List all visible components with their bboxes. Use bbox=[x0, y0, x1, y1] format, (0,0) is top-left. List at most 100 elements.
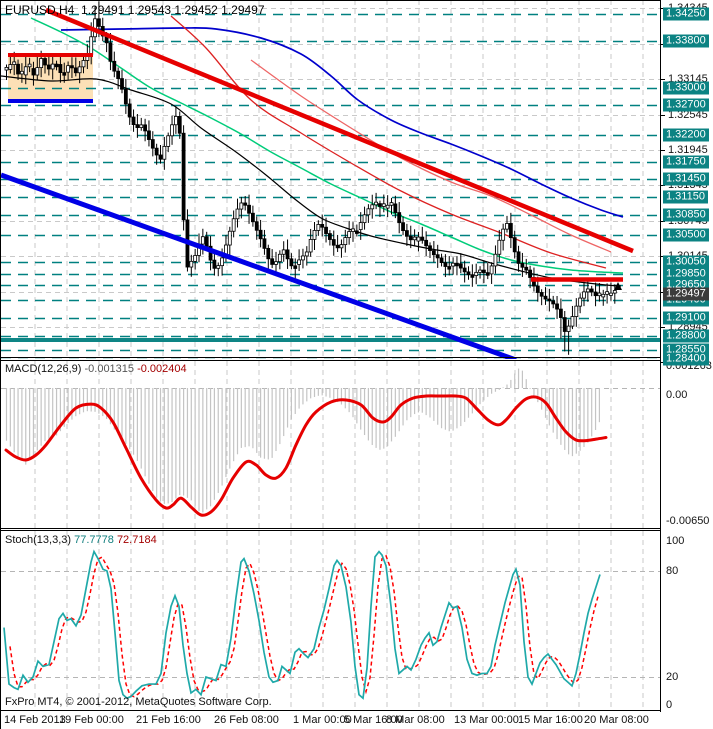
price-level-badge: 1.32200 bbox=[663, 128, 709, 142]
candle-body bbox=[470, 274, 475, 278]
last-bar-arrow bbox=[614, 282, 622, 290]
time-axis-label: 5 Mar 16:00 bbox=[344, 714, 403, 726]
candle-body bbox=[478, 269, 482, 273]
candle-body bbox=[262, 238, 267, 249]
stoch-grid bbox=[1, 531, 660, 710]
candle-body bbox=[243, 202, 248, 206]
candle-body bbox=[493, 253, 498, 267]
time-axis-label: 13 Mar 00:00 bbox=[454, 714, 519, 726]
copyright-text: FxPro MT4, © 2001-2012, MetaQuotes Softw… bbox=[5, 696, 272, 708]
candle-body bbox=[439, 257, 444, 264]
time-axis-label: 20 Mar 08:00 bbox=[584, 714, 649, 726]
ma-black bbox=[1, 75, 622, 287]
time-axis-label: 8 Mar 08:00 bbox=[386, 714, 445, 726]
candle-body bbox=[585, 288, 590, 293]
candle-body bbox=[89, 36, 94, 56]
candle-body bbox=[481, 269, 486, 274]
candle-body bbox=[339, 244, 344, 249]
candle-body bbox=[177, 116, 182, 134]
candle-body bbox=[451, 262, 456, 267]
time-axis-border bbox=[1, 710, 713, 711]
candle-body bbox=[378, 203, 382, 207]
stoch-k-line bbox=[3, 549, 601, 700]
candle-body bbox=[143, 124, 148, 132]
candle-body bbox=[447, 266, 452, 270]
candle-body bbox=[582, 291, 586, 299]
candle-body bbox=[250, 212, 255, 223]
candle-body bbox=[277, 253, 282, 263]
candle-body bbox=[135, 124, 140, 128]
candle-body bbox=[235, 208, 240, 220]
candle-body bbox=[147, 130, 151, 140]
candle-body bbox=[366, 208, 371, 216]
candle-body bbox=[370, 204, 375, 210]
candle-body bbox=[35, 67, 40, 76]
candle-body bbox=[385, 204, 390, 209]
price-level-badge: 1.30050 bbox=[663, 255, 709, 269]
candle-body bbox=[123, 88, 128, 105]
candle-body bbox=[239, 202, 244, 210]
candle-body bbox=[401, 222, 405, 232]
candle-body bbox=[189, 260, 194, 268]
macd-main-value: -0.001315 bbox=[84, 363, 135, 375]
candle-body bbox=[351, 228, 355, 232]
candle-body bbox=[524, 266, 529, 271]
price-level-badge: 1.28400 bbox=[663, 352, 709, 366]
candle-body bbox=[270, 258, 275, 265]
candle-body bbox=[70, 65, 74, 69]
candle-body bbox=[458, 263, 463, 269]
candle-body bbox=[150, 139, 155, 149]
candle-body bbox=[535, 285, 540, 293]
candle-body bbox=[266, 247, 271, 260]
macd-axis-min: -0.00650 bbox=[666, 515, 710, 527]
candle-body bbox=[81, 60, 86, 68]
price-tick-label: 1.31945 bbox=[668, 144, 708, 156]
time-axis-label: 1 Mar 00:00 bbox=[293, 714, 352, 726]
candle-body bbox=[393, 203, 398, 213]
candle-body bbox=[593, 291, 598, 297]
candle-body bbox=[501, 228, 506, 241]
top-border bbox=[1, 0, 713, 1]
candle-body bbox=[50, 63, 55, 70]
candle-body bbox=[374, 201, 379, 206]
stochastic-label: Stoch(13,3,3) 77.7778 72.7184 bbox=[5, 534, 157, 546]
candle-body bbox=[274, 261, 278, 265]
stochastic-indicator-pane[interactable] bbox=[1, 531, 660, 710]
candle-body bbox=[331, 239, 336, 246]
macd-canvas bbox=[1, 361, 660, 528]
candle-body bbox=[508, 223, 513, 239]
time-axis-label: 21 Feb 16:00 bbox=[136, 714, 201, 726]
candle-body bbox=[116, 70, 121, 79]
candle-body bbox=[601, 293, 606, 298]
candle-body bbox=[466, 271, 471, 276]
candle-body bbox=[574, 305, 579, 317]
price-chart-pane[interactable] bbox=[1, 0, 660, 359]
macd-signal-line bbox=[4, 394, 608, 517]
candle-body bbox=[108, 42, 113, 62]
candle-body bbox=[285, 249, 290, 260]
candle-body bbox=[200, 236, 205, 245]
candle-body bbox=[77, 66, 82, 74]
pane-separator[interactable] bbox=[1, 530, 713, 531]
candle-body bbox=[589, 288, 594, 293]
macd-label: MACD(12,26,9) -0.001315 -0.002404 bbox=[5, 363, 187, 375]
candle-body bbox=[97, 18, 101, 27]
ma-blue bbox=[60, 27, 624, 218]
candle-body bbox=[474, 271, 479, 276]
candle-body bbox=[16, 63, 20, 75]
time-axis[interactable]: 14 Feb 2013 19 Feb 00:00 21 Feb 16:00 26 Fe… bbox=[1, 712, 713, 729]
price-axis[interactable]: 1.343451.337451.331451.325451.319451.313… bbox=[660, 0, 713, 729]
candle-body bbox=[27, 63, 32, 68]
stoch-k-value: 77.7778 bbox=[74, 534, 114, 546]
candle-body bbox=[489, 265, 494, 275]
macd-indicator-pane[interactable] bbox=[1, 361, 660, 528]
candle-body bbox=[412, 236, 417, 241]
stoch-axis-80: 80 bbox=[666, 565, 679, 577]
candle-body bbox=[612, 290, 617, 294]
pane-separator[interactable] bbox=[1, 360, 713, 361]
downtrend-line-red bbox=[45, 7, 634, 254]
candle-body bbox=[539, 292, 544, 297]
price-tick-label: 1.32545 bbox=[668, 109, 708, 121]
price-tick-mark bbox=[661, 150, 665, 151]
